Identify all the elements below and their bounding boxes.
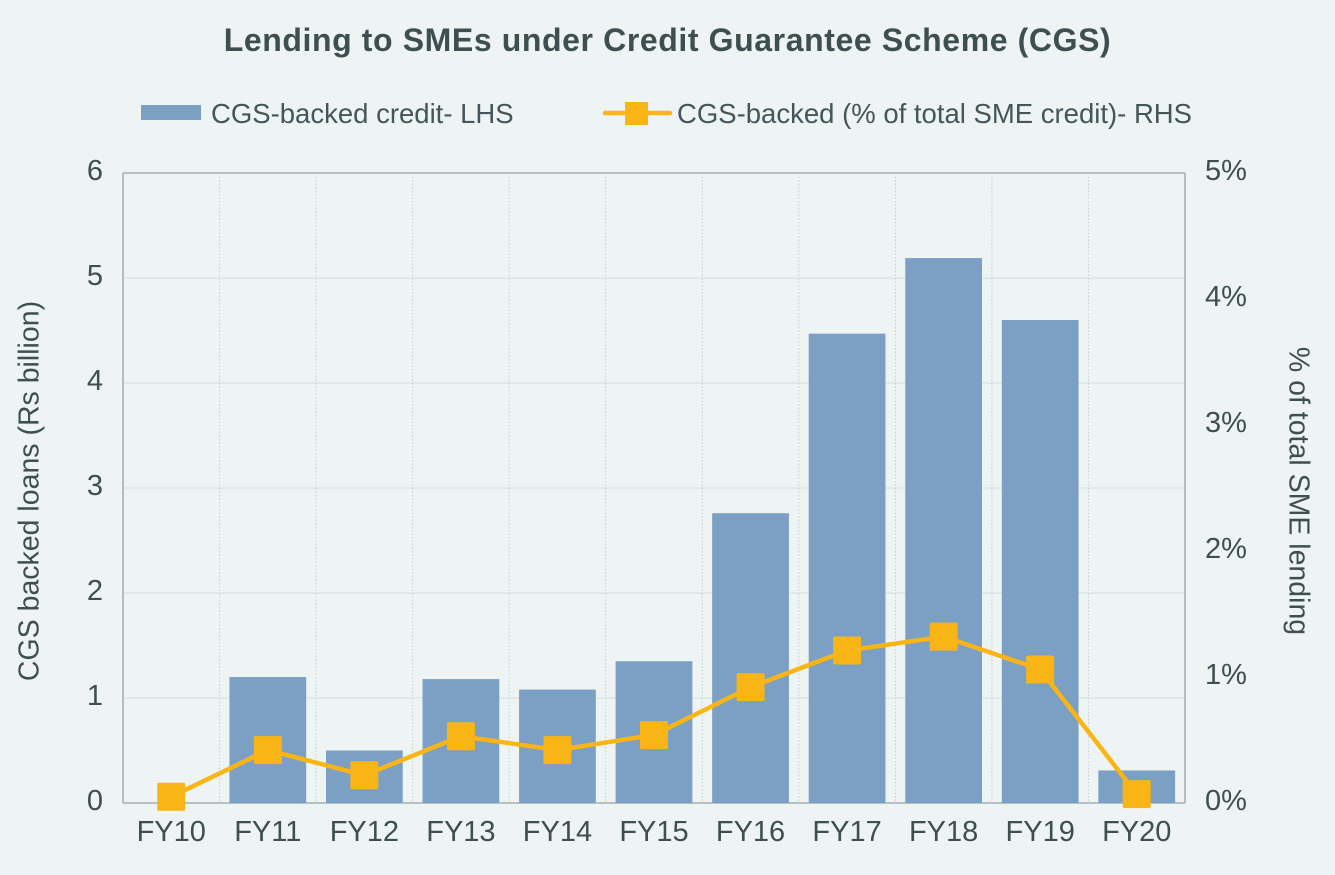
svg-text:FY19: FY19 (1006, 816, 1075, 848)
svg-text:CGS-backed (% of total SME cre: CGS-backed (% of total SME credit)- RHS (677, 98, 1192, 129)
svg-text:5%: 5% (1205, 155, 1247, 187)
svg-text:FY12: FY12 (330, 816, 399, 848)
svg-text:FY14: FY14 (523, 816, 592, 848)
svg-text:FY13: FY13 (426, 816, 495, 848)
svg-text:FY17: FY17 (812, 816, 881, 848)
svg-text:FY16: FY16 (716, 816, 785, 848)
svg-text:5: 5 (87, 260, 103, 292)
svg-text:3: 3 (87, 470, 103, 502)
svg-text:FY18: FY18 (909, 816, 978, 848)
svg-text:4: 4 (87, 365, 103, 397)
svg-text:1%: 1% (1205, 659, 1247, 691)
svg-text:4%: 4% (1205, 281, 1247, 313)
svg-text:0%: 0% (1205, 785, 1247, 817)
svg-text:1: 1 (87, 680, 103, 712)
svg-text:0: 0 (87, 785, 103, 817)
svg-text:6: 6 (87, 155, 103, 187)
svg-text:2%: 2% (1205, 533, 1247, 565)
svg-text:FY15: FY15 (619, 816, 688, 848)
svg-text:FY11: FY11 (234, 816, 301, 848)
svg-text:3%: 3% (1205, 407, 1247, 439)
svg-text:FY10: FY10 (137, 816, 206, 848)
svg-text:2: 2 (87, 575, 103, 607)
svg-text:CGS-backed credit- LHS: CGS-backed credit- LHS (211, 98, 514, 129)
svg-text:FY20: FY20 (1102, 816, 1171, 848)
